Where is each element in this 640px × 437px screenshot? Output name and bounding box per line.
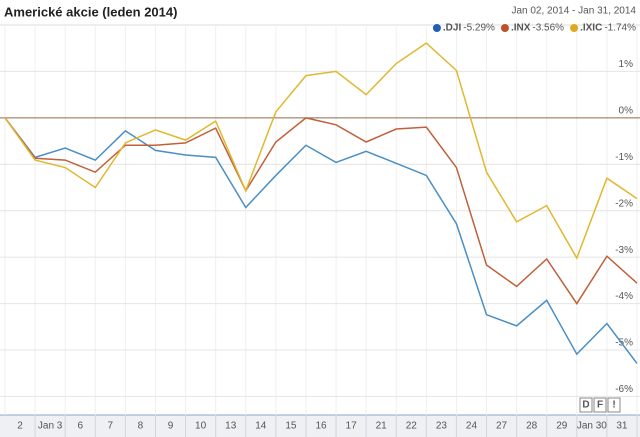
button[interactable] <box>579 397 593 413</box>
x-tick-label: 22 <box>406 421 418 432</box>
legend-change: -3.56% <box>532 23 564 34</box>
x-tick-label: 23 <box>436 421 448 432</box>
x-tick-label: 13 <box>225 421 237 432</box>
legend-dot <box>570 24 579 32</box>
x-tick-label: 29 <box>556 421 568 432</box>
legend-name: .IXIC <box>580 23 602 34</box>
y-tick-label: 0% <box>619 105 634 116</box>
x-tick-label: 31 <box>616 421 628 432</box>
chart-title: Americké akcie (leden 2014) <box>4 4 177 19</box>
y-tick-label: -5% <box>615 338 633 349</box>
button[interactable] <box>593 397 607 413</box>
x-tick-label: 21 <box>376 421 388 432</box>
y-tick-label: 1% <box>619 59 634 70</box>
legend-dot <box>432 24 441 32</box>
y-tick-label: -4% <box>615 291 633 302</box>
button-label: D <box>582 400 589 411</box>
x-tick-label: 9 <box>168 421 174 432</box>
x-tick-label: 17 <box>346 421 358 432</box>
x-tick-label: Jan 30 <box>577 421 607 432</box>
legend-dot <box>500 24 509 32</box>
x-tick-label: 6 <box>77 421 83 432</box>
x-tick-label: 24 <box>466 421 478 432</box>
series-line <box>4 42 638 260</box>
legend-change: -5.29% <box>463 23 495 34</box>
x-tick-label: 7 <box>108 421 114 432</box>
x-tick-label: 8 <box>138 421 144 432</box>
series-line <box>4 117 638 364</box>
x-tick-label: 16 <box>315 421 327 432</box>
x-tick-label: 14 <box>255 421 267 432</box>
button[interactable] <box>607 397 621 413</box>
legend-change: -1.74% <box>604 23 636 34</box>
x-tick-label: 27 <box>496 421 508 432</box>
y-tick-label: -2% <box>615 198 633 209</box>
x-tick-label: 28 <box>526 421 538 432</box>
y-tick-label: -3% <box>615 245 633 256</box>
y-tick-label: -1% <box>615 152 633 163</box>
date-range: Jan 02, 2014 - Jan 31, 2014 <box>511 6 636 17</box>
y-tick-label: -6% <box>615 384 633 395</box>
x-tick-label: 2 <box>17 421 23 432</box>
x-axis-strip <box>0 415 640 437</box>
legend-name: .DJI <box>443 23 462 34</box>
x-tick-label: 10 <box>195 421 207 432</box>
x-tick-label: Jan 3 <box>38 421 63 432</box>
button-label: ! <box>612 400 615 411</box>
legend-name: .INX <box>511 23 531 34</box>
button-label: F <box>597 400 603 411</box>
series-line <box>4 117 638 305</box>
x-tick-label: 15 <box>285 421 297 432</box>
